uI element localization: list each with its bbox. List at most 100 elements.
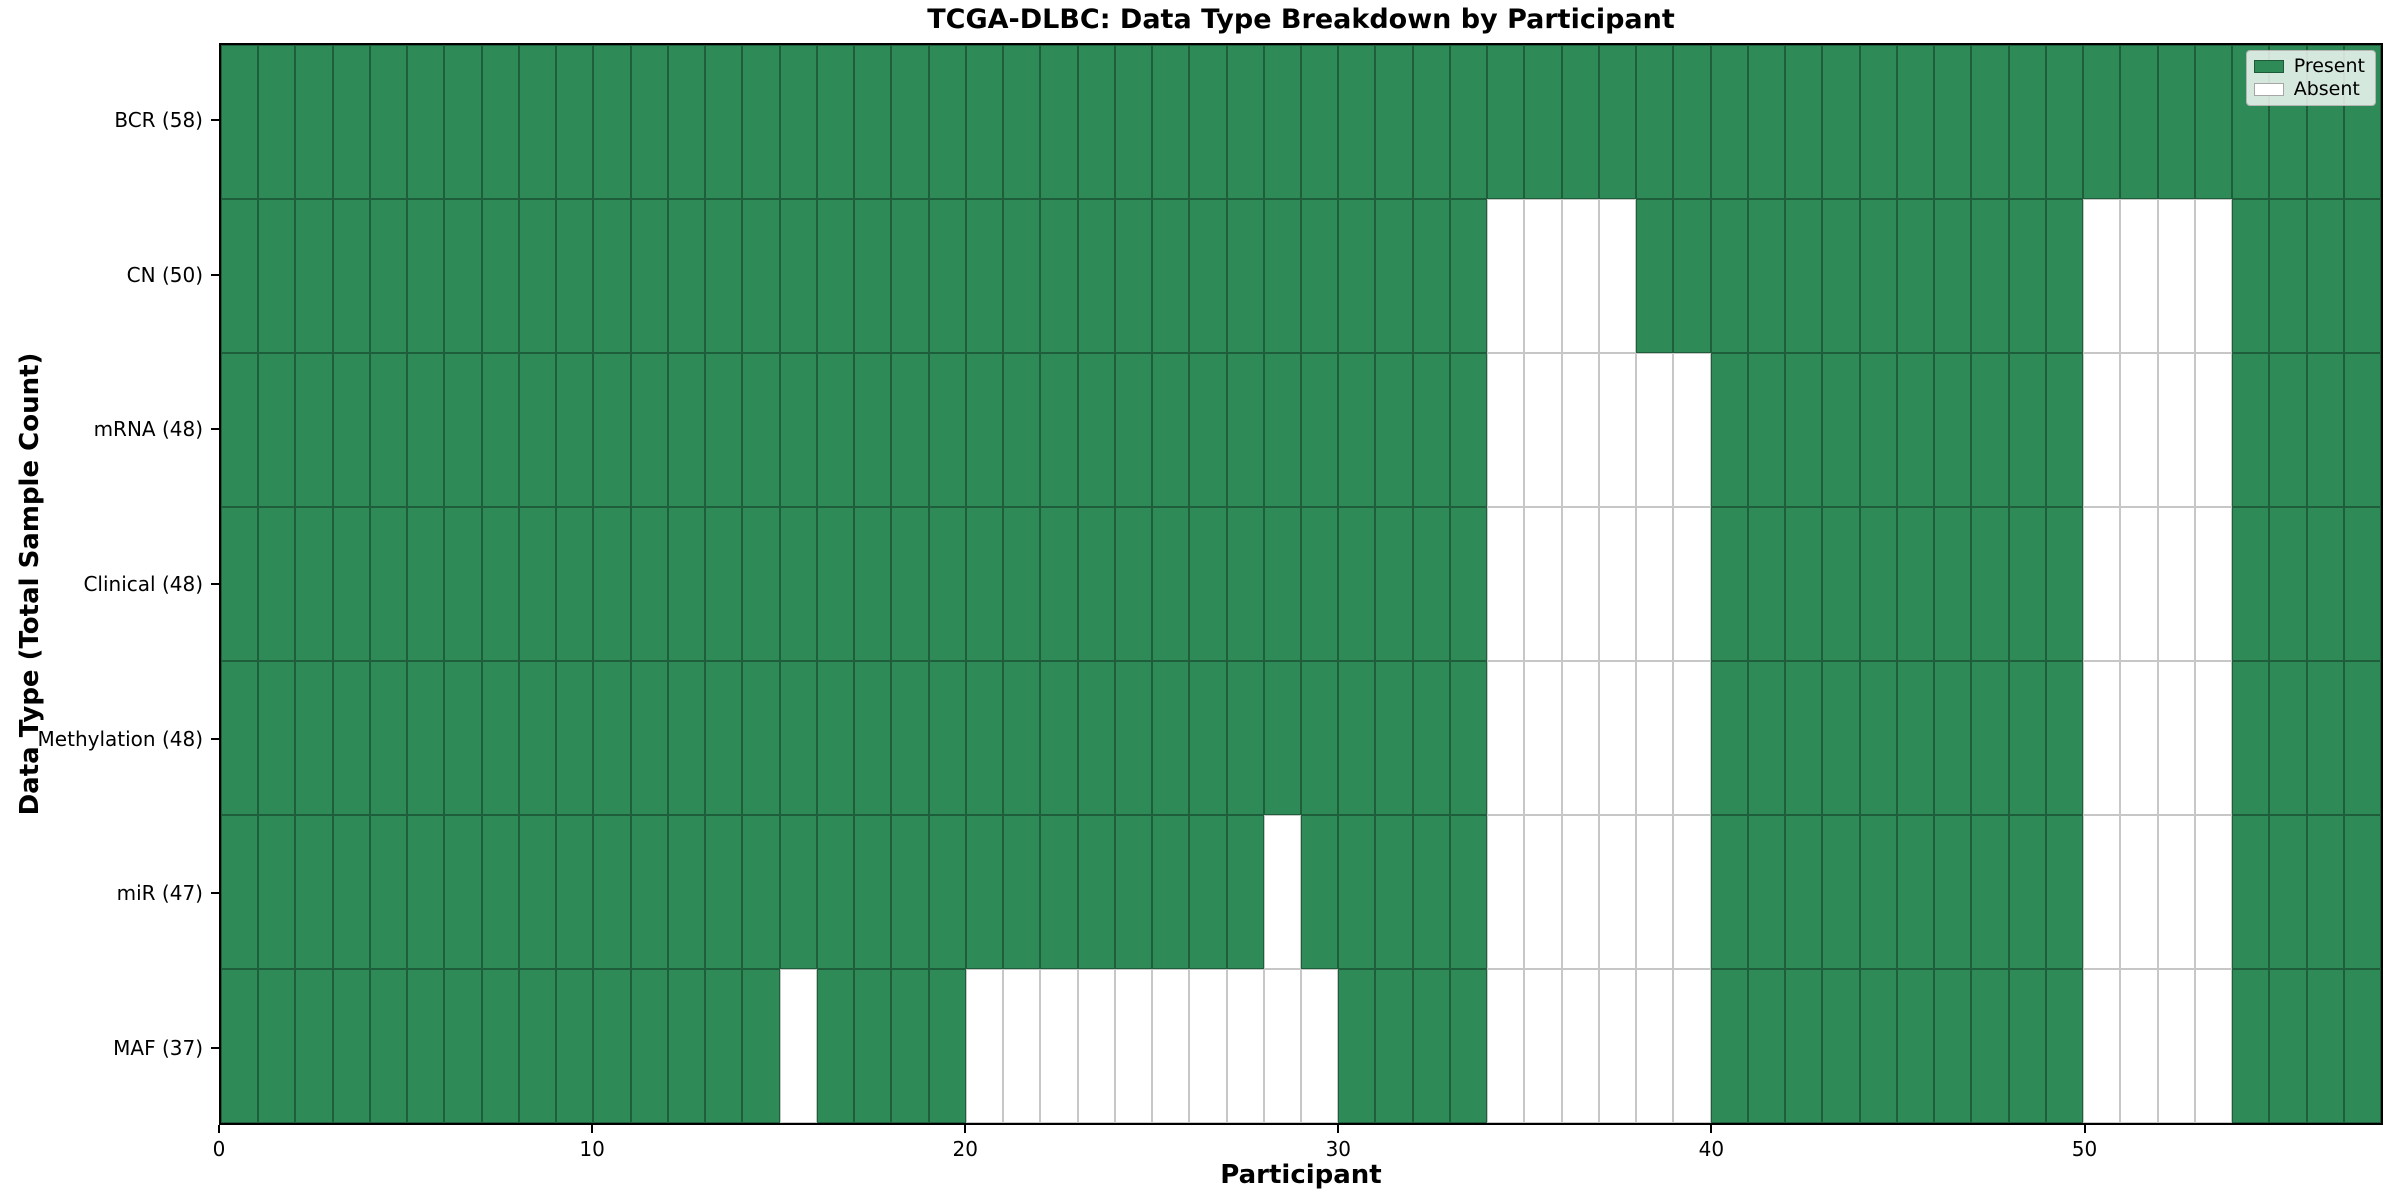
heatmap-cell-CN-p34: [1487, 199, 1525, 353]
heatmap-cell-miR-p47: [1971, 815, 2009, 969]
heatmap-cell-BCR-p29: [1300, 45, 1339, 199]
heatmap-cell-mRNA-p44: [1859, 353, 1897, 507]
heatmap-cell-MAF-p48: [2008, 969, 2046, 1123]
heatmap-cell-CN-p49: [2045, 199, 2084, 353]
heatmap-cell-BCR-p15: [779, 45, 817, 199]
heatmap-cell-Clinical-p16: [816, 507, 855, 661]
heatmap-cell-Methylation-p40: [1710, 661, 1748, 815]
heatmap-cell-CN-p42: [1785, 199, 1823, 353]
heatmap-cell-MAF-p26: [1189, 969, 1227, 1123]
heatmap-cell-MAF-p16: [816, 969, 855, 1123]
heatmap-cell-miR-p2: [295, 815, 333, 969]
heatmap-cell-MAF-p12: [667, 969, 706, 1123]
heatmap-cell-Clinical-p57: [2343, 507, 2381, 661]
heatmap-cell-Clinical-p5: [407, 507, 445, 661]
heatmap-cell-mRNA-p40: [1710, 353, 1748, 507]
heatmap-cell-CN-p33: [1449, 199, 1488, 353]
heatmap-cell-CN-p15: [779, 199, 817, 353]
heatmap-cell-MAF-p32: [1412, 969, 1450, 1123]
heatmap-cell-MAF-p43: [1822, 969, 1860, 1123]
heatmap-cell-miR-p12: [667, 815, 706, 969]
heatmap-cell-mRNA-p50: [2083, 353, 2121, 507]
heatmap-cell-mRNA-p1: [258, 353, 296, 507]
heatmap-cell-mRNA-p25: [1152, 353, 1190, 507]
heatmap-cell-mRNA-p14: [742, 353, 780, 507]
heatmap-cell-Methylation-p48: [2008, 661, 2046, 815]
heatmap-cell-CN-p21: [1003, 199, 1041, 353]
heatmap-cell-BCR-p28: [1263, 45, 1301, 199]
heatmap-cell-Methylation-p18: [891, 661, 929, 815]
heatmap-cell-Clinical-p20: [965, 507, 1004, 661]
heatmap-cell-BCR-p23: [1077, 45, 1115, 199]
heatmap-cell-miR-p38: [1636, 815, 1674, 969]
heatmap-cell-mRNA-p36: [1561, 353, 1599, 507]
heatmap-grid: [221, 45, 2381, 1123]
heatmap-cell-BCR-p34: [1487, 45, 1525, 199]
heatmap-cell-miR-p31: [1375, 815, 1413, 969]
heatmap-cell-BCR-p27: [1226, 45, 1264, 199]
heatmap-cell-mRNA-p51: [2120, 353, 2158, 507]
heatmap-cell-Clinical-p19: [928, 507, 966, 661]
heatmap-cell-MAF-p8: [518, 969, 557, 1123]
heatmap-cell-Methylation-p19: [928, 661, 966, 815]
heatmap-cell-Clinical-p35: [1524, 507, 1562, 661]
heatmap-cell-CN-p8: [518, 199, 557, 353]
heatmap-cell-Clinical-p27: [1226, 507, 1264, 661]
heatmap-cell-Clinical-p43: [1822, 507, 1860, 661]
heatmap-cell-Methylation-p13: [705, 661, 743, 815]
heatmap-cell-mRNA-p31: [1375, 353, 1413, 507]
heatmap-cell-mRNA-p33: [1449, 353, 1488, 507]
heatmap-cell-CN-p57: [2343, 199, 2381, 353]
heatmap-cell-mRNA-p29: [1300, 353, 1339, 507]
heatmap-cell-Methylation-p11: [630, 661, 668, 815]
heatmap-cell-miR-p23: [1077, 815, 1115, 969]
heatmap-cell-miR-p51: [2120, 815, 2158, 969]
heatmap-cell-MAF-p29: [1300, 969, 1339, 1123]
heatmap-cell-MAF-p38: [1636, 969, 1674, 1123]
heatmap-cell-CN-p7: [481, 199, 519, 353]
heatmap-cell-Methylation-p25: [1152, 661, 1190, 815]
heatmap-cell-miR-p25: [1152, 815, 1190, 969]
heatmap-cell-Methylation-p2: [295, 661, 333, 815]
heatmap-cell-Clinical-p48: [2008, 507, 2046, 661]
heatmap-cell-MAF-p37: [1598, 969, 1637, 1123]
heatmap-cell-CN-p22: [1040, 199, 1078, 353]
heatmap-cell-Methylation-p24: [1114, 661, 1153, 815]
heatmap-cell-MAF-p17: [854, 969, 892, 1123]
legend-item-absent: Absent: [2253, 80, 2365, 99]
heatmap-cell-CN-p54: [2232, 199, 2270, 353]
heatmap-cell-Methylation-p15: [779, 661, 817, 815]
heatmap-cell-CN-p25: [1152, 199, 1190, 353]
heatmap-cell-Methylation-p53: [2194, 661, 2233, 815]
heatmap-cell-BCR-p22: [1040, 45, 1078, 199]
heatmap-cell-CN-p51: [2120, 199, 2158, 353]
heatmap-cell-CN-p20: [965, 199, 1004, 353]
heatmap-cell-BCR-p19: [928, 45, 966, 199]
present-swatch-icon: [2253, 60, 2284, 73]
heatmap-cell-mRNA-p12: [667, 353, 706, 507]
heatmap-cell-Clinical-p39: [1673, 507, 1711, 661]
y-tick-label-CN: CN (50): [126, 262, 203, 287]
heatmap-cell-Clinical-p9: [556, 507, 594, 661]
heatmap-cell-miR-p29: [1300, 815, 1339, 969]
heatmap-cell-mRNA-p7: [481, 353, 519, 507]
heatmap-cell-BCR-p14: [742, 45, 780, 199]
heatmap-cell-BCR-p36: [1561, 45, 1599, 199]
heatmap-cell-Clinical-p7: [481, 507, 519, 661]
heatmap-cell-miR-p1: [258, 815, 296, 969]
heatmap-cell-Methylation-p31: [1375, 661, 1413, 815]
heatmap-cell-miR-p53: [2194, 815, 2233, 969]
heatmap-cell-Clinical-p8: [518, 507, 557, 661]
heatmap-cell-BCR-p4: [369, 45, 408, 199]
heatmap-cell-BCR-p9: [556, 45, 594, 199]
heatmap-cell-miR-p21: [1003, 815, 1041, 969]
heatmap-cell-MAF-p39: [1673, 969, 1711, 1123]
heatmap-cell-Clinical-p3: [332, 507, 370, 661]
heatmap-cell-mRNA-p4: [369, 353, 408, 507]
heatmap-cell-Methylation-p45: [1896, 661, 1935, 815]
heatmap-cell-Methylation-p5: [407, 661, 445, 815]
heatmap-cell-CN-p16: [816, 199, 855, 353]
heatmap-cell-miR-p45: [1896, 815, 1935, 969]
heatmap-cell-MAF-p54: [2232, 969, 2270, 1123]
